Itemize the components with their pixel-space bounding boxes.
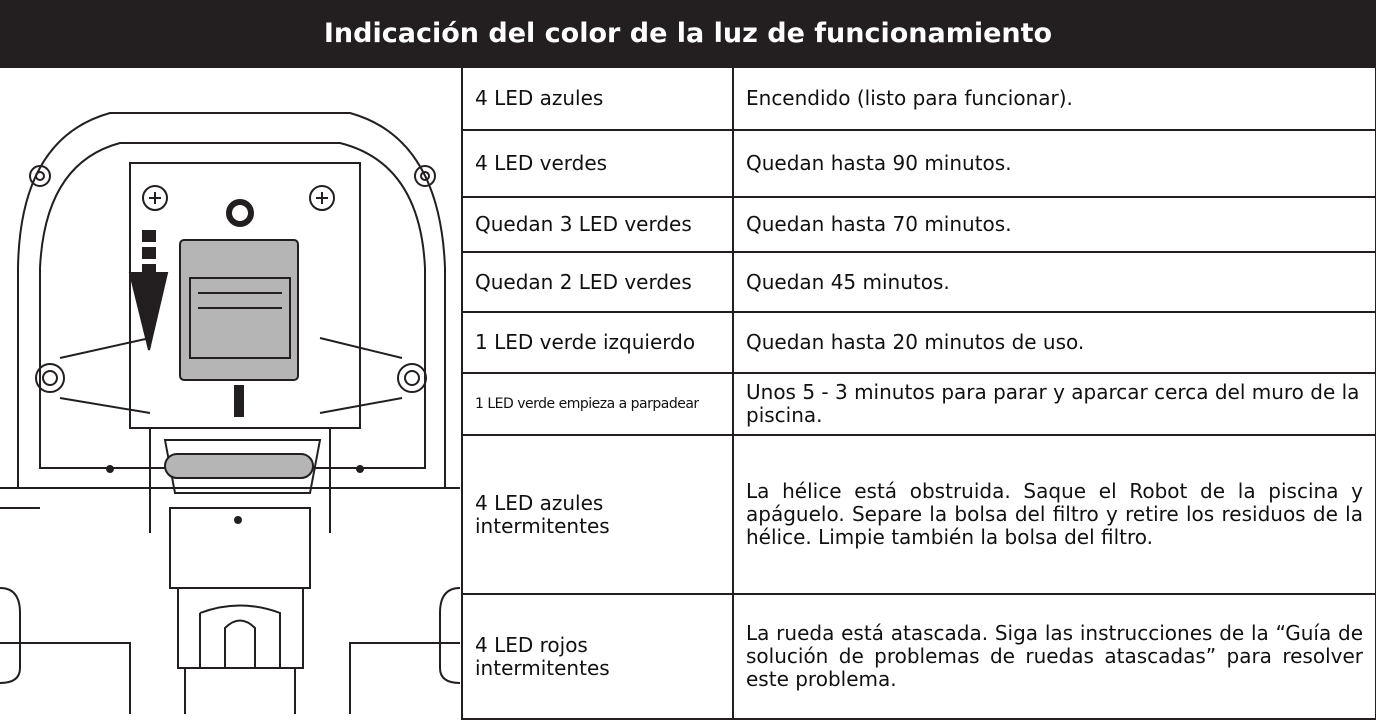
led-description: Quedan 45 minutos. [732,251,1376,314]
row: Quedan 2 LED verdes Quedan 45 minutos. [0,251,1376,314]
row: Quedan 3 LED verdes Quedan hasta 70 minu… [0,195,1376,254]
led-table: 4 LED azules Encendido (listo para funci… [0,65,1376,720]
led-description: La rueda está atascada. Siga las instruc… [732,593,1376,720]
led-description: Encendido (listo para funcionar). [732,65,1376,132]
led-description: Quedan hasta 70 minutos. [732,195,1376,254]
robot-illustration [0,68,460,714]
led-label: 4 LED azules [461,65,734,132]
led-label: 1 LED verde empieza a parpadear [461,371,734,437]
led-label: 4 LED rojos intermitentes [461,593,734,720]
led-description: Unos 5 - 3 minutos para parar y aparcar … [732,371,1376,437]
row: 1 LED verde empieza a parpadear Unos 5 -… [0,371,1376,437]
row: 4 LED azules Encendido (listo para funci… [0,65,1376,719]
led-label: 4 LED verdes [461,129,734,198]
row: 4 LED verdes Quedan hasta 90 minutos. [0,129,1376,198]
row: 1 LED verde izquierdo Quedan hasta 20 mi… [0,311,1376,374]
led-description: Quedan hasta 20 minutos de uso. [732,311,1376,374]
led-label: Quedan 2 LED verdes [461,251,734,314]
led-label: 4 LED azules intermitentes [461,434,734,596]
led-label: 1 LED verde izquierdo [461,311,734,374]
row: 4 LED rojos intermitentes La rueda está … [0,593,1376,720]
header-title: Indicación del color de la luz de funcio… [0,0,1376,66]
led-description: La hélice está obstruida. Saque el Robot… [732,434,1376,596]
led-description: Quedan hasta 90 minutos. [732,129,1376,198]
illustration-cell [0,66,463,719]
row: 4 LED azules intermitentes La hélice est… [0,434,1376,596]
led-label: Quedan 3 LED verdes [461,195,734,254]
